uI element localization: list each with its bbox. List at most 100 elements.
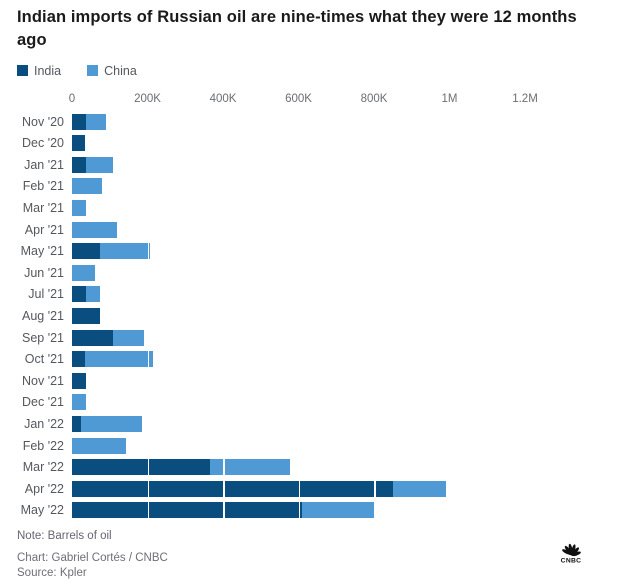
gridline [449, 135, 451, 152]
bar-segment-india [72, 307, 100, 324]
gridline [223, 221, 225, 238]
gridline [374, 243, 376, 260]
gridline [449, 394, 451, 411]
gridline [525, 178, 527, 195]
gridline [449, 221, 451, 238]
bar-row: May '21 [17, 240, 603, 262]
gridline [223, 156, 225, 173]
bar-segment-india [72, 135, 86, 152]
bar-segment-china [85, 113, 106, 130]
chart-source: Source: Kpler [17, 566, 87, 579]
gridline [525, 307, 527, 324]
bar-segment-china [100, 243, 150, 260]
gridline [374, 372, 376, 389]
bar-segment-india [72, 156, 86, 173]
gridline [298, 459, 300, 476]
gridline [223, 286, 225, 303]
legend-item-india: India [17, 64, 61, 78]
cnbc-logo: CNBC [556, 538, 586, 573]
gridline [525, 502, 527, 519]
gridline [223, 394, 225, 411]
legend-label-india: India [34, 63, 62, 78]
gridline [525, 351, 527, 368]
bar-row: Mar '22 [17, 456, 603, 478]
bar-track [72, 415, 603, 432]
legend-label-china: China [104, 63, 137, 78]
gridline [298, 351, 300, 368]
gridline [147, 113, 149, 130]
legend-item-china: China [87, 64, 137, 78]
gridline [223, 178, 225, 195]
gridline [449, 307, 451, 324]
gridline [298, 307, 300, 324]
gridline [449, 264, 451, 281]
gridline [298, 415, 300, 432]
gridline [223, 459, 225, 476]
gridline [223, 351, 225, 368]
category-label: Nov '21 [22, 373, 64, 388]
bar-track [72, 135, 603, 152]
bar-segment-china [72, 264, 96, 281]
bar-track [72, 221, 603, 238]
axis-tick-label: 200K [134, 92, 161, 105]
gridline [298, 372, 300, 389]
category-label: Dec '21 [22, 395, 64, 410]
bar-track [72, 286, 603, 303]
gridline [147, 394, 149, 411]
gridline [147, 437, 149, 454]
gridline [449, 329, 451, 346]
bar-segment-china [72, 221, 117, 238]
category-label: Feb '21 [22, 179, 64, 194]
bar-segment-china [113, 329, 144, 346]
category-label: Jun '21 [24, 265, 64, 280]
gridline [449, 178, 451, 195]
bar-segment-india [72, 329, 114, 346]
bar-segment-india [72, 415, 82, 432]
bar-row: Jun '21 [17, 262, 603, 284]
gridline [223, 502, 225, 519]
gridline [223, 113, 225, 130]
gridline [449, 286, 451, 303]
bar-row: Jan '22 [17, 413, 603, 435]
gridline [525, 243, 527, 260]
gridline [147, 480, 149, 497]
bar-track [72, 113, 603, 130]
bar-segment-china [209, 459, 290, 476]
gridline [298, 113, 300, 130]
bar-row: Dec '20 [17, 132, 603, 154]
gridline [449, 351, 451, 368]
gridline [525, 286, 527, 303]
gridline [298, 200, 300, 217]
legend: India China [17, 64, 603, 78]
bar-row: Oct '21 [17, 348, 603, 370]
gridline [298, 264, 300, 281]
gridline [147, 351, 149, 368]
bar-segment-india [72, 372, 86, 389]
bar-row: Feb '22 [17, 435, 603, 457]
gridline [374, 135, 376, 152]
bar-track [72, 502, 603, 519]
gridline [449, 200, 451, 217]
axis-tick-label: 1M [441, 92, 458, 105]
gridline [298, 156, 300, 173]
gridline [147, 286, 149, 303]
china-swatch-icon [87, 65, 99, 77]
gridline [525, 329, 527, 346]
category-label: Apr '22 [24, 481, 64, 496]
category-label: Aug '21 [21, 308, 64, 323]
category-label: Apr '21 [24, 222, 64, 237]
gridline [298, 394, 300, 411]
gridline [525, 264, 527, 281]
gridline [525, 221, 527, 238]
gridline [525, 372, 527, 389]
gridline [147, 329, 149, 346]
gridline [298, 221, 300, 238]
axis-tick-label: 400K [209, 92, 237, 105]
gridline [147, 264, 149, 281]
gridline [374, 156, 376, 173]
gridline [223, 415, 225, 432]
gridline [525, 415, 527, 432]
gridline [147, 200, 149, 217]
bar-track [72, 459, 603, 476]
gridline [374, 329, 376, 346]
